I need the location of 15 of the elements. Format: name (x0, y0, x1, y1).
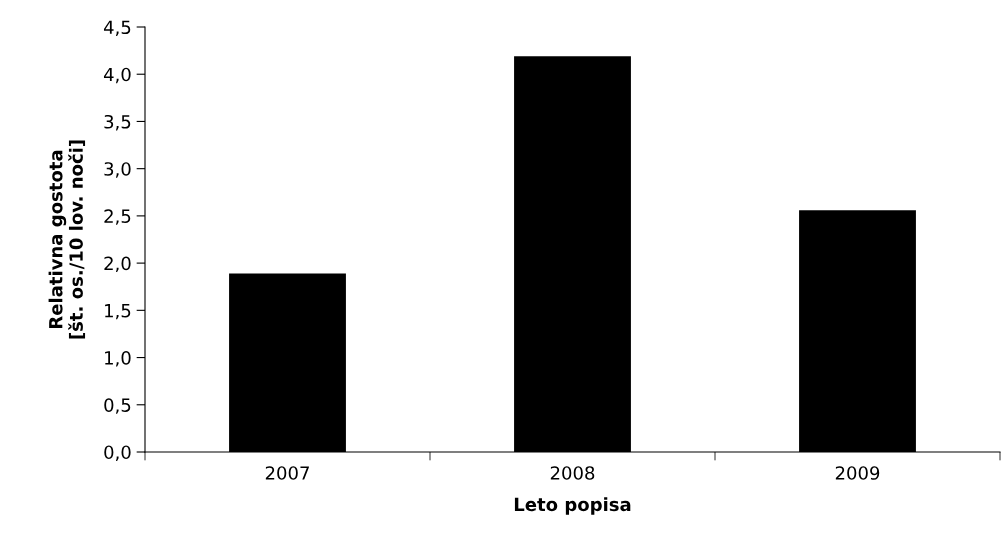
y-tick-label: 0,5 (104, 398, 131, 414)
y-tick-label: 4,5 (103, 20, 131, 36)
x-tick-label: 2009 (835, 466, 880, 480)
y-tick-label: 2,0 (104, 256, 131, 273)
y-axis-title: Relativna gostota [št. os./10 lov. noči] (48, 140, 86, 339)
y-tick-label: 3,0 (104, 162, 131, 178)
y-tick-label: 2,5 (104, 209, 131, 225)
y-tick-label: 3,5 (104, 114, 131, 131)
y-tick-label: 1,5 (105, 304, 131, 320)
x-axis-title: Leto popisa (514, 497, 631, 515)
x-tick-label: 2007 (265, 466, 309, 480)
y-tick-label: 0,0 (104, 445, 131, 461)
x-tick-label: 2008 (550, 466, 595, 480)
y-tick-label: 4,0 (103, 67, 131, 84)
y-tick-label: 1,0 (105, 351, 131, 367)
